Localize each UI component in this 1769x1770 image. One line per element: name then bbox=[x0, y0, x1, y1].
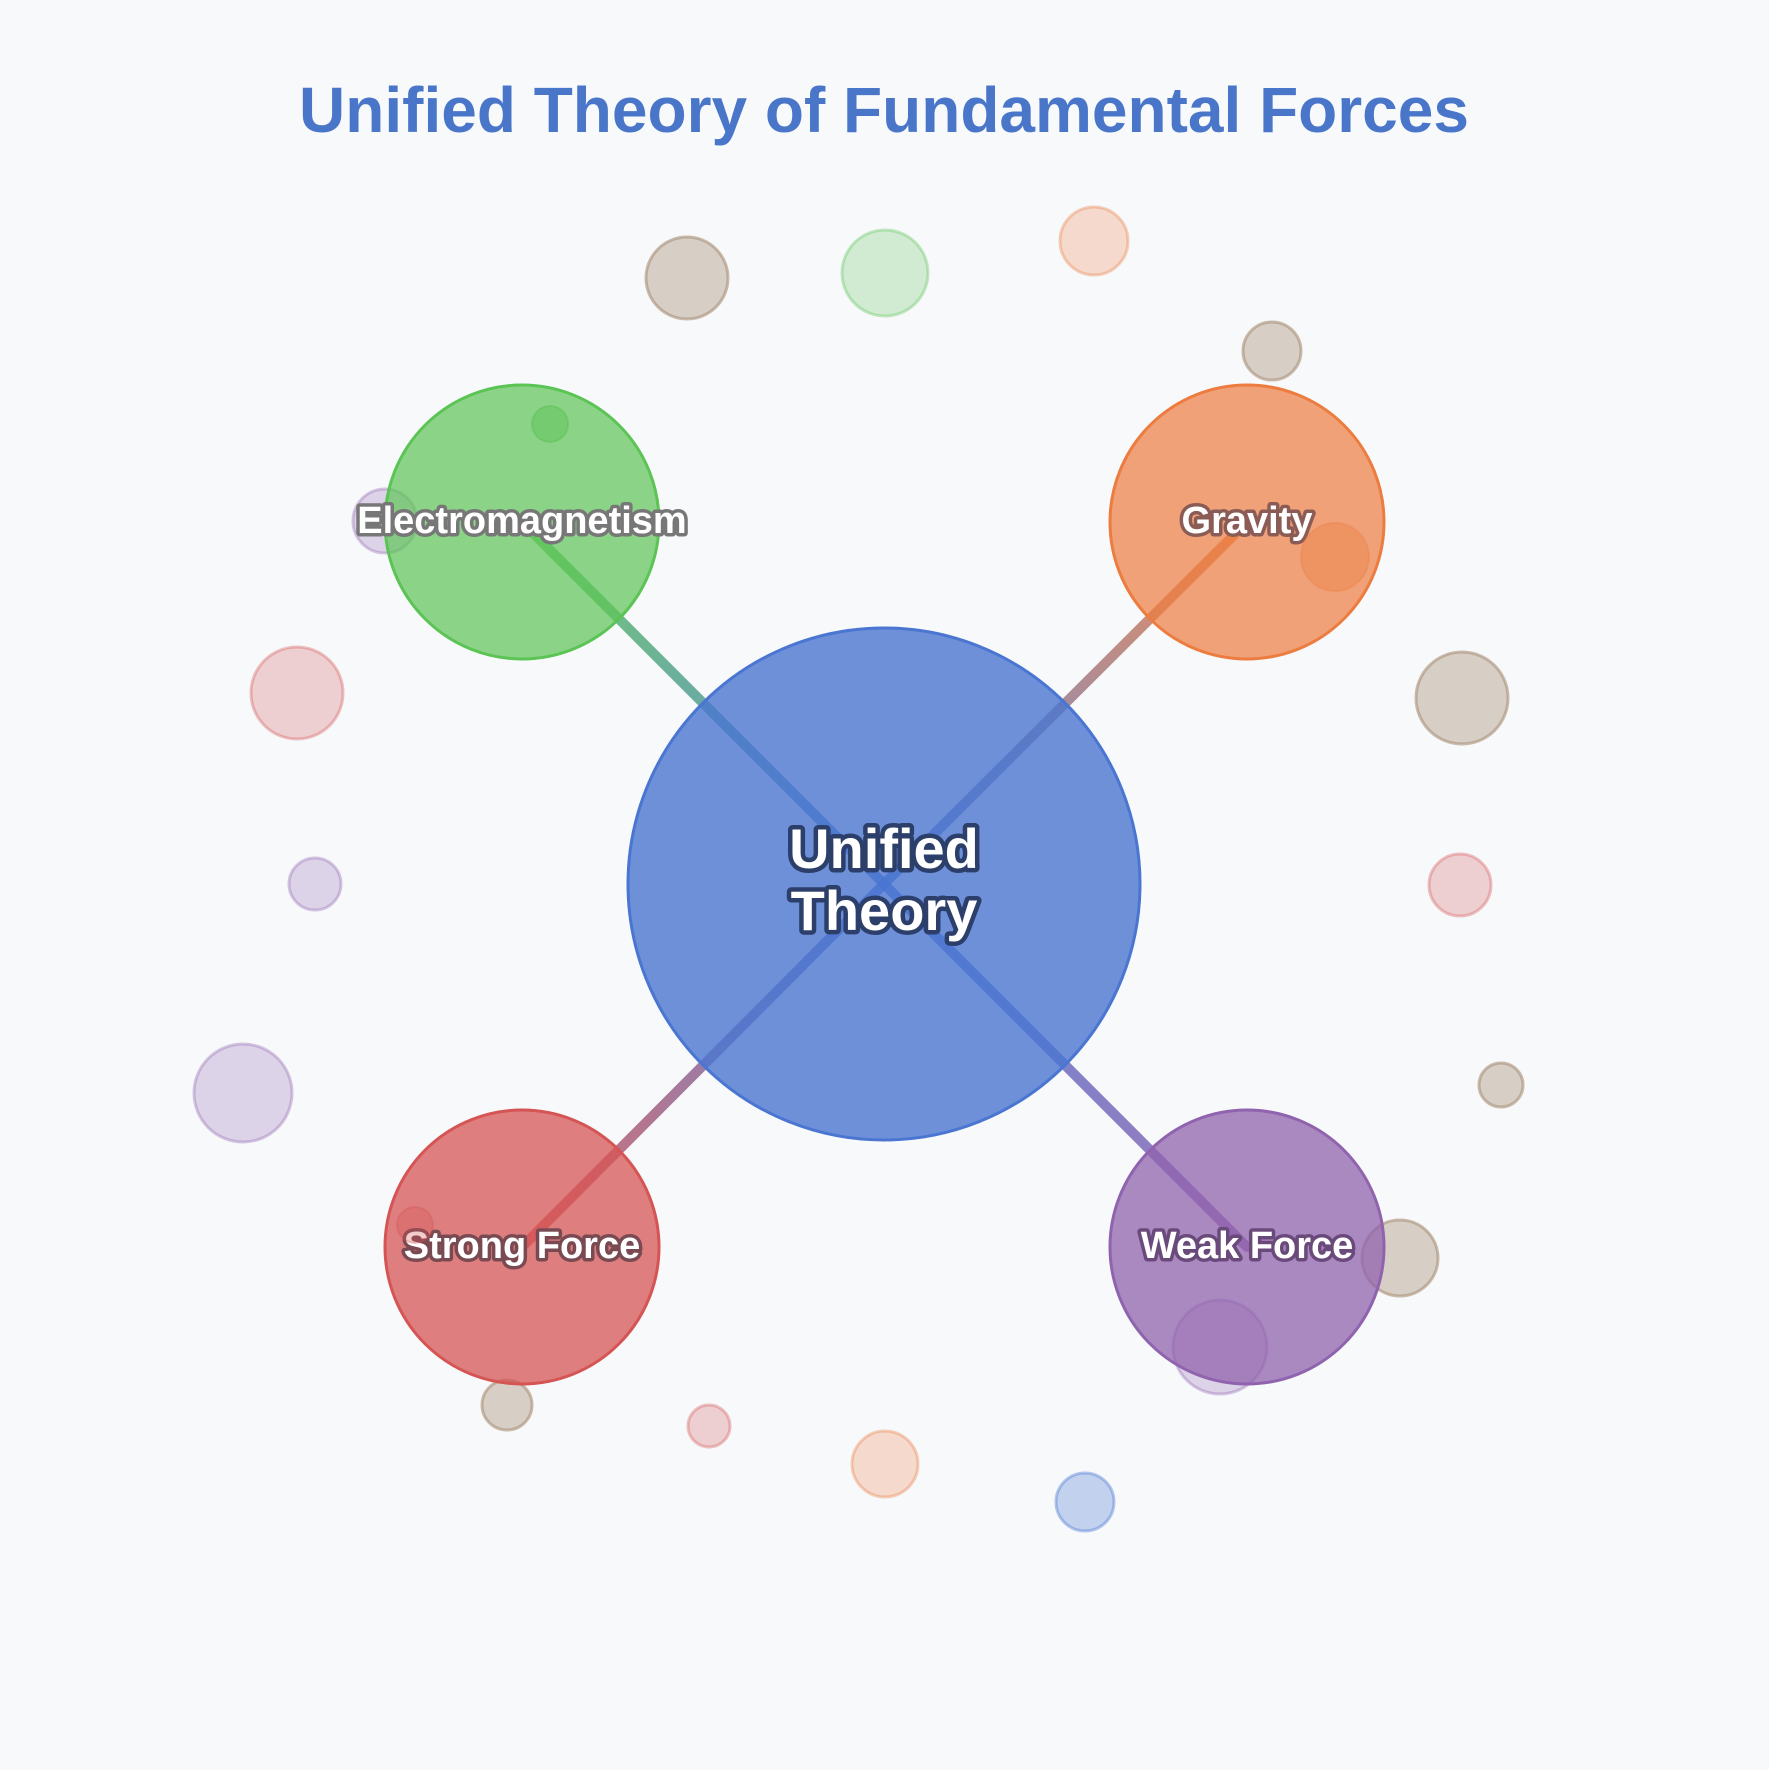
particle bbox=[1477, 1061, 1525, 1109]
particle bbox=[644, 235, 730, 321]
force-node-circle[interactable] bbox=[1108, 1108, 1386, 1386]
particle bbox=[1414, 650, 1510, 746]
particle bbox=[287, 856, 343, 912]
force-node-label: Weak Force bbox=[1141, 1225, 1354, 1267]
particle bbox=[249, 645, 345, 741]
force-node-gravity[interactable]: Gravity bbox=[1108, 383, 1386, 661]
center-node-label: Theory bbox=[791, 879, 978, 942]
particle bbox=[850, 1429, 920, 1499]
force-node-label: Strong Force bbox=[404, 1225, 640, 1267]
force-node-circle[interactable] bbox=[1108, 383, 1386, 661]
force-node-strong-force[interactable]: Strong Force bbox=[383, 1108, 661, 1386]
particle bbox=[1427, 852, 1493, 918]
particle-field-front bbox=[396, 405, 1370, 1244]
page-title: Unified Theory of Fundamental Forces bbox=[299, 74, 1469, 146]
force-node-electromagnetism[interactable]: Electromagnetism bbox=[354, 383, 690, 661]
particle bbox=[1054, 1471, 1116, 1533]
force-node-weak-force[interactable]: Weak Force bbox=[1108, 1108, 1386, 1386]
particle bbox=[840, 228, 930, 318]
particle bbox=[192, 1042, 294, 1144]
center-node-label: Unified bbox=[789, 817, 979, 880]
center-node[interactable]: Unified Theory bbox=[626, 626, 1142, 1142]
particle bbox=[396, 1206, 434, 1244]
center-node-circle[interactable] bbox=[626, 626, 1142, 1142]
particle bbox=[531, 405, 569, 443]
particle bbox=[480, 1378, 534, 1432]
force-node-circle[interactable] bbox=[383, 383, 661, 661]
particle bbox=[1300, 522, 1370, 592]
particle bbox=[1058, 205, 1130, 277]
force-node-label: Electromagnetism bbox=[357, 500, 686, 542]
force-node-label: Gravity bbox=[1182, 500, 1313, 542]
particle bbox=[1241, 320, 1303, 382]
particle bbox=[686, 1403, 732, 1449]
force-node-circle[interactable] bbox=[383, 1108, 661, 1386]
